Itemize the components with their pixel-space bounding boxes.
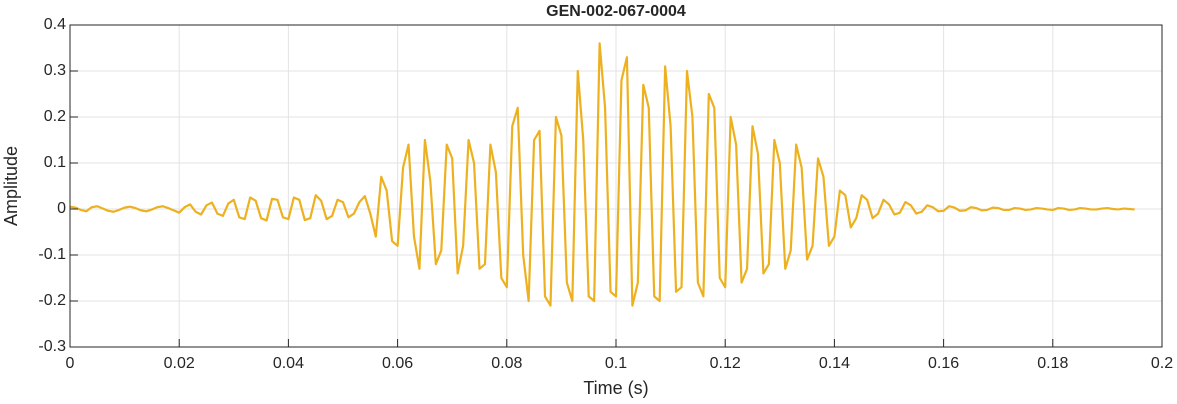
- y-tick-label: -0.3: [38, 338, 66, 355]
- x-tick-label: 0.12: [710, 355, 741, 372]
- x-tick-label: 0.02: [164, 355, 195, 372]
- y-tick-label: -0.1: [38, 246, 66, 263]
- x-tick-label: 0.08: [491, 355, 522, 372]
- y-tick-label: 0.2: [44, 108, 66, 125]
- waveform-line: [69, 42, 1135, 307]
- y-tick-label: 0.4: [44, 16, 66, 33]
- y-tick-label: 0.1: [44, 154, 66, 171]
- y-tick-label: 0: [57, 200, 66, 217]
- x-tick-label: 0.16: [928, 355, 959, 372]
- x-axis-label: Time (s): [583, 378, 648, 398]
- y-tick-label: 0.3: [44, 62, 66, 79]
- x-tick-label: 0.06: [382, 355, 413, 372]
- chart-title: GEN-002-067-0004: [546, 3, 686, 20]
- x-tick-label: 0.04: [273, 355, 304, 372]
- x-tick-label: 0.14: [819, 355, 850, 372]
- x-tick-label: 0.2: [1151, 355, 1173, 372]
- x-tick-label: 0.18: [1037, 355, 1068, 372]
- x-tick-label: 0: [66, 355, 75, 372]
- label-layer: -0.3 -0.2 -0.1 0 0.1 0.2 0.3 0.4 0 0.02 0.04 0.06 0.…: [38, 16, 1173, 372]
- y-axis-label: Amplitude: [1, 146, 21, 226]
- plot-layer: [69, 42, 1135, 307]
- x-tick-label: 0.1: [605, 355, 627, 372]
- y-tick-label: -0.2: [38, 292, 66, 309]
